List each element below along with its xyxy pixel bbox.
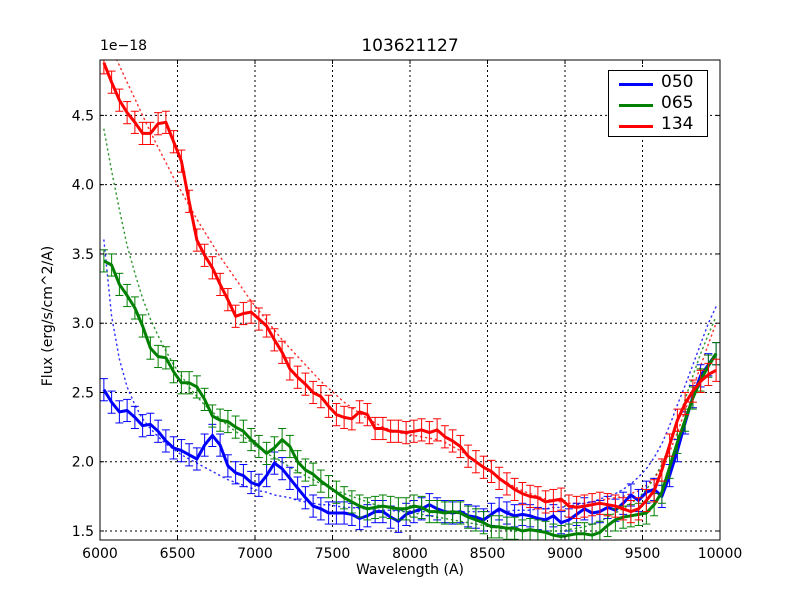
series-line-050 xyxy=(102,352,718,525)
y-tick-label: 4.5 xyxy=(72,108,94,124)
x-tick-label: 7000 xyxy=(237,546,273,562)
series-line-134 xyxy=(102,62,717,514)
legend-swatch-134 xyxy=(619,125,653,128)
y-tick-label: 1.5 xyxy=(72,524,94,540)
legend-swatch-065 xyxy=(619,104,653,107)
fit-line xyxy=(103,128,717,532)
x-tick-label: 7500 xyxy=(315,546,351,562)
y-tick-label: 3.0 xyxy=(72,316,94,332)
x-axis-label: Wavelength (A) xyxy=(355,562,464,578)
series-134 xyxy=(100,60,720,524)
fit-line xyxy=(103,239,717,513)
legend-label-065: 065 xyxy=(661,93,694,113)
plot-area xyxy=(100,60,720,540)
x-tick-label: 10000 xyxy=(698,546,743,562)
y-tick-label: 4.0 xyxy=(72,178,94,194)
legend: 050 065 134 xyxy=(608,70,708,137)
x-tick-label: 6000 xyxy=(82,546,118,562)
legend-item-065: 065 xyxy=(609,93,707,115)
axis-ticks: 6000 6500 7000 7500 8000 8500 9000 9500 10000 1.5… xyxy=(72,60,743,562)
x-tick-label: 9500 xyxy=(625,546,661,562)
fit-line xyxy=(115,60,717,505)
y-tick-label: 2.0 xyxy=(72,455,94,471)
legend-label-050: 050 xyxy=(661,72,694,92)
x-tick-label: 9000 xyxy=(547,546,583,562)
y-tick-label: 3.5 xyxy=(72,247,94,263)
x-tick-label: 8500 xyxy=(470,546,506,562)
legend-item-134: 134 xyxy=(609,114,707,136)
x-tick-label: 8000 xyxy=(392,546,428,562)
x-tick-label: 6500 xyxy=(160,546,196,562)
series-line-065 xyxy=(103,259,718,538)
chart-title: 103621127 xyxy=(361,36,459,56)
y-axis-offset-label: 1e−18 xyxy=(100,38,148,54)
y-axis-label: Flux (erg/s/cm^2/A) xyxy=(40,245,56,387)
legend-item-050: 050 xyxy=(609,72,707,94)
legend-label-134: 134 xyxy=(661,114,694,134)
legend-swatch-050 xyxy=(619,83,653,86)
y-tick-label: 2.5 xyxy=(72,385,94,401)
